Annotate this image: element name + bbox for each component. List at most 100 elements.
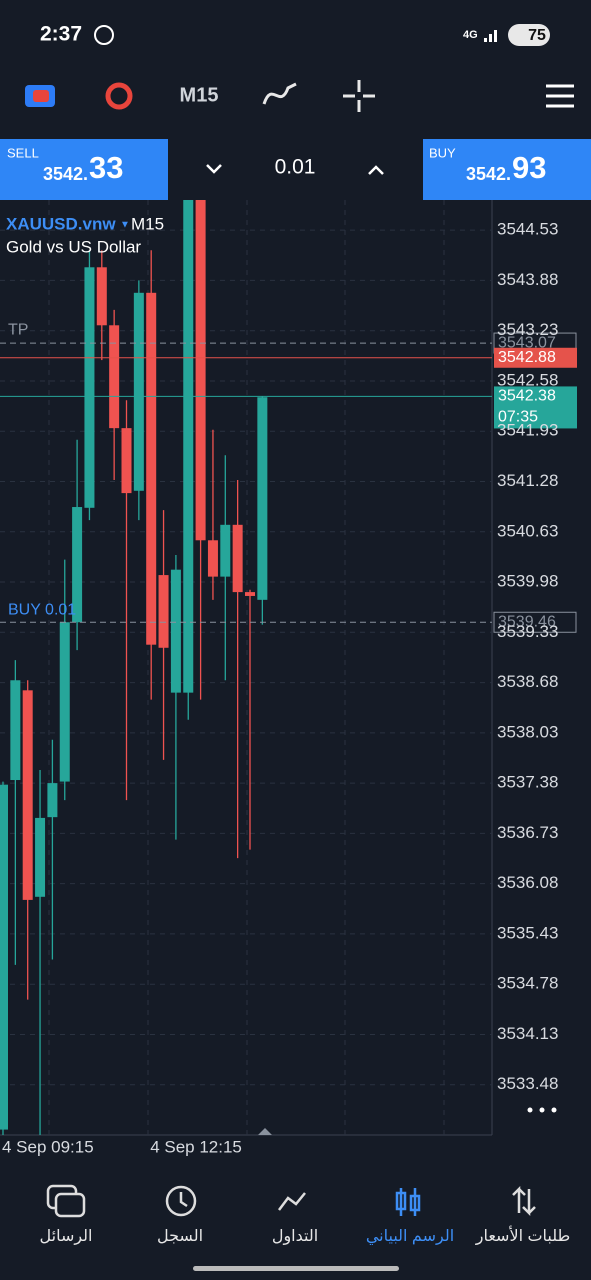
sell-button[interactable]	[0, 139, 168, 200]
more-dot[interactable]	[539, 1107, 545, 1113]
clock: 2:37	[40, 23, 82, 46]
x-tick-label: 4 Sep 09:15	[2, 1137, 94, 1156]
sell-price-big: 33	[89, 150, 123, 185]
drawing-tool[interactable]	[262, 82, 297, 105]
chart-nav-icon	[409, 1194, 421, 1212]
bid-price: 3542.38	[498, 388, 556, 405]
y-tick-label: 3538.68	[497, 672, 558, 691]
y-tick-label: 3534.78	[497, 974, 558, 993]
volume-down[interactable]	[206, 164, 222, 174]
candle-body	[220, 524, 231, 577]
candle-body	[146, 292, 157, 645]
x-tick-label: 4 Sep 12:15	[150, 1137, 242, 1156]
scroll-marker[interactable]	[258, 1128, 272, 1135]
chart-nav-icon	[395, 1191, 407, 1211]
battery-level: 75	[528, 27, 546, 44]
candle-body	[72, 507, 83, 623]
candle-body	[35, 817, 46, 897]
candles	[0, 200, 268, 1135]
y-tick-label: 3542.58	[497, 370, 558, 389]
trade-nav-icon	[278, 1192, 306, 1211]
price-axis: 3544.53 3543.88 3543.23 3542.58 3541.93 3541.…	[497, 220, 558, 1094]
messages-icon	[54, 1192, 86, 1218]
volume[interactable]: 0.01	[275, 156, 316, 179]
history-icon	[165, 1185, 197, 1217]
y-tick-label: 3538.03	[497, 722, 558, 741]
y-tick-label: 3543.88	[497, 270, 558, 289]
y-tick-label: 3540.63	[497, 521, 558, 540]
nav-label[interactable]: السجل	[157, 1228, 203, 1245]
candle-body	[257, 397, 268, 600]
candle-body	[195, 200, 206, 541]
tp-label: TP	[8, 321, 28, 338]
menu-button[interactable]	[546, 84, 574, 108]
y-tick-label: 3544.53	[497, 220, 558, 239]
candle-body	[245, 592, 255, 596]
buy-price-small: 3542.	[466, 164, 511, 184]
home-indicator	[193, 1266, 399, 1271]
symbol: XAUUSD.vnw	[6, 214, 116, 233]
candle-body	[84, 267, 95, 508]
history-icon	[179, 1192, 188, 1208]
ask-price: 3542.88	[498, 349, 556, 366]
candle-body	[170, 569, 181, 693]
buy-button[interactable]	[423, 139, 591, 200]
y-tick-label: 3533.48	[497, 1074, 558, 1093]
candle-body	[10, 680, 21, 781]
y-tick-label: 3541.93	[497, 421, 558, 440]
position-price-box	[493, 611, 577, 633]
indicator-icon[interactable]	[105, 82, 133, 110]
bottom-nav: الرسائل السجل التداول الرسم البياني طلبات ال…	[40, 1184, 571, 1246]
y-tick-label: 3539.33	[497, 622, 558, 641]
y-tick-label: 3539.98	[497, 572, 558, 591]
nav-label[interactable]: الرسم البياني	[366, 1228, 454, 1246]
chart-timeframe: M15	[131, 214, 164, 233]
y-tick-label: 3536.73	[497, 823, 558, 842]
ask-box	[494, 347, 577, 368]
timeframe-button[interactable]: M15	[180, 84, 219, 106]
candle-body	[59, 622, 70, 782]
y-tick-label: 3537.38	[497, 773, 558, 792]
y-tick-label: 3535.43	[497, 923, 558, 942]
candle-body	[96, 267, 107, 326]
volume-up[interactable]	[368, 165, 384, 175]
candle-body	[121, 428, 132, 494]
bid-box	[494, 386, 577, 429]
candle-body	[109, 325, 120, 429]
more-dot[interactable]	[551, 1107, 557, 1113]
candle-body	[158, 575, 169, 648]
tp-price: 3543.07	[498, 334, 556, 351]
candle-body	[207, 540, 218, 577]
y-tick-label: 3536.08	[497, 873, 558, 892]
nav-label[interactable]: التداول	[272, 1228, 318, 1246]
trade-icon-inner	[33, 90, 49, 102]
symbol-dropdown[interactable]: ▼	[120, 220, 130, 231]
network-icon: 4G	[463, 29, 478, 41]
sell-price-small: 3542.	[43, 164, 88, 184]
buy-price-big: 93	[512, 150, 546, 185]
candle-body	[0, 784, 8, 1130]
y-tick-label: 3543.23	[497, 320, 558, 339]
buy-label: BUY	[429, 145, 456, 160]
sell-label: SELL	[7, 145, 39, 160]
candle-body	[133, 292, 144, 491]
candle-body	[47, 783, 58, 818]
position-label[interactable]: BUY 0.01	[8, 601, 76, 618]
bar-countdown: 07:35	[498, 409, 538, 426]
position-price: 3539.46	[498, 613, 556, 630]
nav-label[interactable]: الرسائل	[40, 1228, 93, 1246]
quotes-icon	[512, 1185, 536, 1217]
crosshair-tool[interactable]	[343, 80, 375, 112]
battery	[508, 24, 550, 46]
signal-icon	[484, 30, 497, 42]
more-dot[interactable]	[527, 1107, 533, 1113]
candle-body	[183, 200, 194, 693]
y-tick-label: 3534.13	[497, 1024, 558, 1043]
y-tick-label: 3541.28	[497, 471, 558, 490]
candle-body	[232, 524, 243, 593]
nav-label[interactable]: طلبات الأسعار	[475, 1225, 571, 1246]
candle-body	[22, 690, 33, 900]
